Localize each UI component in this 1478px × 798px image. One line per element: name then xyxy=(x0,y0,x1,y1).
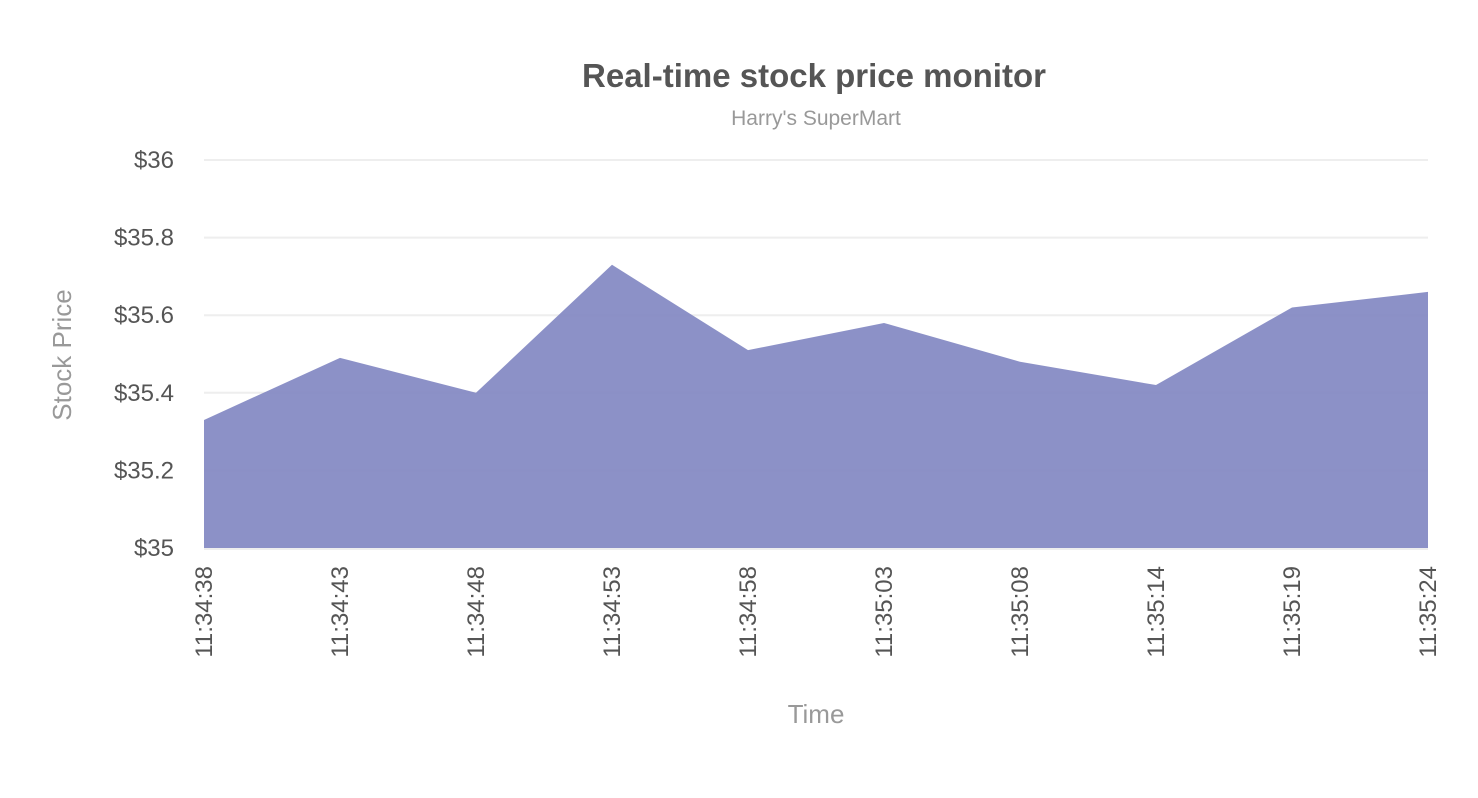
x-tick-label: 11:35:14 xyxy=(1143,566,1170,658)
y-tick-label: $36 xyxy=(134,147,174,174)
chart-title: Real-time stock price monitor xyxy=(582,57,1046,94)
y-tick-label: $35.2 xyxy=(114,457,174,484)
x-axis-title: Time xyxy=(788,699,845,729)
price-area-series[interactable] xyxy=(204,264,1428,548)
x-tick-label: 11:34:48 xyxy=(463,566,490,658)
y-tick-label: $35.8 xyxy=(114,225,174,252)
x-tick-label: 11:35:24 xyxy=(1415,566,1442,658)
x-tick-label: 11:34:38 xyxy=(191,566,218,658)
y-tick-label: $35 xyxy=(134,535,174,562)
y-axis-ticks: $35 $35.2 $35.4 $35.6 $35.8 $36 xyxy=(114,147,174,562)
x-axis-ticks: 11:34:38 11:34:43 11:34:48 11:34:53 11:34:58… xyxy=(191,566,1442,658)
y-tick-label: $35.4 xyxy=(114,380,174,407)
x-tick-label: 11:35:19 xyxy=(1279,566,1306,658)
y-axis-title: Stock Price xyxy=(47,289,77,421)
x-tick-label: 11:34:58 xyxy=(735,566,762,658)
y-tick-label: $35.6 xyxy=(114,302,174,329)
x-tick-label: 11:34:43 xyxy=(327,566,354,658)
x-tick-label: 11:34:53 xyxy=(599,566,626,658)
x-tick-label: 11:35:03 xyxy=(871,566,898,658)
chart-subtitle: Harry's SuperMart xyxy=(731,107,901,130)
x-tick-label: 11:35:08 xyxy=(1007,566,1034,658)
